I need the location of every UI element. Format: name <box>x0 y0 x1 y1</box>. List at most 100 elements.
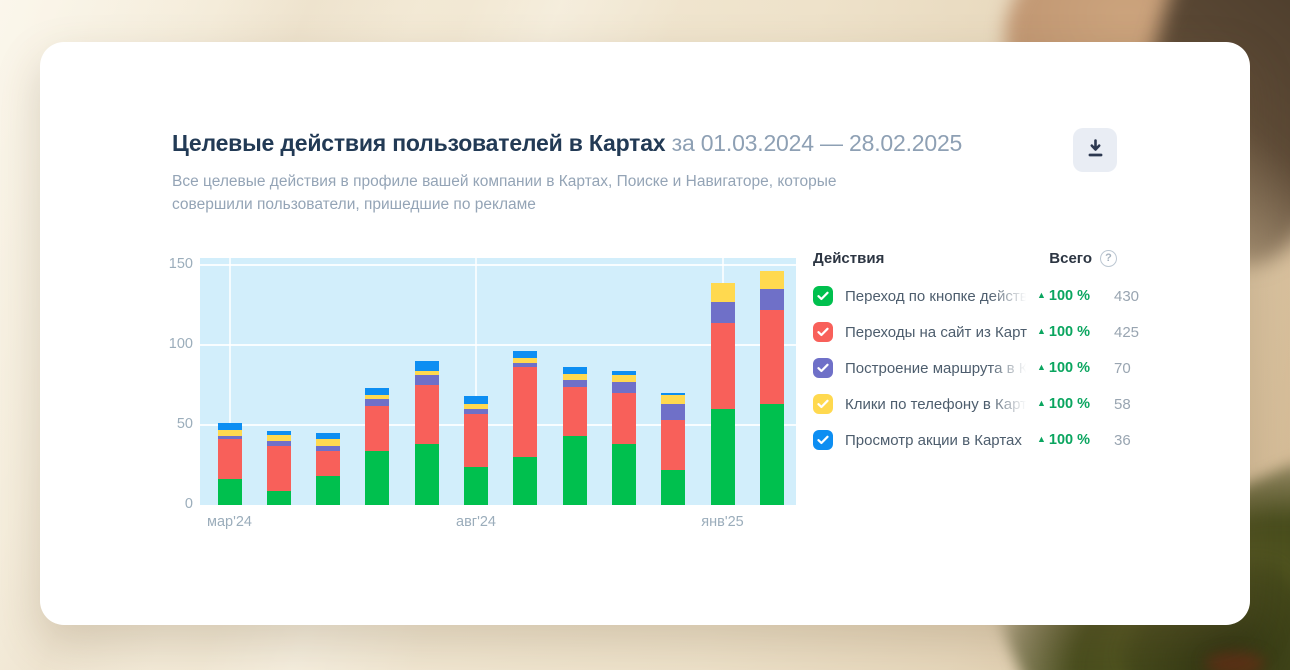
bar-segment[interactable] <box>316 445 341 451</box>
bar-segment[interactable] <box>710 301 735 323</box>
x-tick-label: авг'24 <box>456 514 496 530</box>
checkbox-checked[interactable] <box>813 286 833 306</box>
report-subtitle: Все целевые действия в профиле вашей ком… <box>172 173 837 213</box>
y-tick-label: 50 <box>176 416 193 432</box>
bar-segment[interactable] <box>266 434 291 442</box>
bar-окт'24[interactable] <box>562 367 587 505</box>
bar-segment[interactable] <box>217 436 242 440</box>
question-mark-icon[interactable]: ? <box>1100 249 1117 267</box>
legend-header: Действия Всего ? <box>813 248 1117 268</box>
legend-row-3[interactable]: Клики по телефону в Картах ▲ 100 % 58 <box>813 392 1131 416</box>
plant-stem-spot <box>1205 652 1265 670</box>
bar-segment[interactable] <box>611 381 636 394</box>
bar-segment[interactable] <box>365 388 390 395</box>
bar-segment[interactable] <box>365 394 390 400</box>
bar-segment[interactable] <box>513 351 538 358</box>
legend-row-4[interactable]: Просмотр акции в Картах ▲ 100 % 36 <box>813 428 1131 452</box>
bar-фев'25[interactable] <box>759 271 784 505</box>
bar-segment[interactable] <box>759 271 784 290</box>
legend-row-0[interactable]: Переход по кнопке действия ▲ 100 % 430 <box>813 284 1139 308</box>
bar-segment[interactable] <box>464 466 488 505</box>
bar-авг'24[interactable] <box>464 396 488 505</box>
bar-segment[interactable] <box>217 439 242 480</box>
bar-segment[interactable] <box>661 393 686 395</box>
legend-label: Переход по кнопке действия <box>845 287 1030 305</box>
bar-segment[interactable] <box>217 423 242 430</box>
bar-segment[interactable] <box>562 436 587 505</box>
bar-segment[interactable] <box>661 420 686 470</box>
bar-segment[interactable] <box>759 404 784 505</box>
bar-segment[interactable] <box>661 394 686 405</box>
download-button[interactable] <box>1073 128 1117 172</box>
bar-июн'24[interactable] <box>365 388 390 505</box>
bar-segment[interactable] <box>266 441 291 446</box>
bar-segment[interactable] <box>266 431 291 435</box>
bar-segment[interactable] <box>611 370 636 376</box>
bar-segment[interactable] <box>414 444 439 505</box>
bar-segment[interactable] <box>513 457 538 505</box>
bar-segment[interactable] <box>661 404 686 421</box>
bar-segment[interactable] <box>266 490 291 505</box>
up-triangle-icon: ▲ <box>1037 398 1046 408</box>
bar-segment[interactable] <box>759 309 784 405</box>
bar-segment[interactable] <box>611 393 636 445</box>
checkbox-checked[interactable] <box>813 322 833 342</box>
checkbox-checked[interactable] <box>813 358 833 378</box>
bar-segment[interactable] <box>414 361 439 371</box>
bar-segment[interactable] <box>316 439 341 446</box>
bar-segment[interactable] <box>611 444 636 505</box>
bar-segment[interactable] <box>710 322 735 409</box>
bar-segment[interactable] <box>562 373 587 381</box>
bar-segment[interactable] <box>316 433 341 440</box>
up-triangle-icon: ▲ <box>1037 362 1046 372</box>
bar-segment[interactable] <box>513 357 538 363</box>
bar-янв'25[interactable] <box>710 282 735 505</box>
bar-segment[interactable] <box>464 409 488 414</box>
bar-segment[interactable] <box>365 450 390 505</box>
bar-segment[interactable] <box>414 385 439 445</box>
bar-segment[interactable] <box>316 476 341 505</box>
bar-segment[interactable] <box>217 429 242 437</box>
bar-segment[interactable] <box>464 396 488 405</box>
bar-segment[interactable] <box>611 375 636 382</box>
bar-segment[interactable] <box>513 362 538 368</box>
legend-label: Переходы на сайт из Карт <box>845 323 1027 341</box>
bar-segment[interactable] <box>759 289 784 310</box>
bar-segment[interactable] <box>365 405 390 451</box>
bar-сен'24[interactable] <box>513 351 538 505</box>
download-icon <box>1085 138 1106 162</box>
bar-segment[interactable] <box>513 367 538 457</box>
legend-row-1[interactable]: Переходы на сайт из Карт ▲ 100 % 425 <box>813 320 1139 344</box>
total-value: 430 <box>1114 287 1140 305</box>
bar-дек'24[interactable] <box>661 393 686 505</box>
bar-segment[interactable] <box>266 445 291 491</box>
legend-column-actions: Действия <box>813 249 885 267</box>
bar-мар'24[interactable] <box>217 423 242 505</box>
x-tick-label: мар'24 <box>207 514 252 530</box>
legend-row-2[interactable]: Построение маршрута в Картах ▲100 % 70 <box>813 356 1131 380</box>
bar-май'24[interactable] <box>316 433 341 505</box>
bar-апр'24[interactable] <box>266 431 291 505</box>
bar-segment[interactable] <box>217 479 242 505</box>
bar-segment[interactable] <box>365 399 390 406</box>
report-title: Целевые действия пользователей в Картах <box>172 130 666 156</box>
bar-segment[interactable] <box>562 380 587 387</box>
bar-segment[interactable] <box>710 282 735 302</box>
legend-label: Клики по телефону в Картах <box>845 395 1030 413</box>
checkbox-checked[interactable] <box>813 394 833 414</box>
bar-segment[interactable] <box>414 375 439 386</box>
bar-segment[interactable] <box>316 450 341 477</box>
bar-segment[interactable] <box>464 413 488 467</box>
bar-ноя'24[interactable] <box>611 370 636 505</box>
bar-segment[interactable] <box>414 370 439 376</box>
total-value: 36 <box>1114 431 1131 449</box>
horizontal-gridline <box>200 264 796 266</box>
bar-июл'24[interactable] <box>414 361 439 505</box>
bar-segment[interactable] <box>562 386 587 437</box>
change-percent: ▲ 100 % <box>1037 396 1091 412</box>
checkbox-checked[interactable] <box>813 430 833 450</box>
bar-segment[interactable] <box>562 367 587 374</box>
bar-segment[interactable] <box>464 404 488 410</box>
bar-segment[interactable] <box>661 469 686 505</box>
bar-segment[interactable] <box>710 409 735 505</box>
